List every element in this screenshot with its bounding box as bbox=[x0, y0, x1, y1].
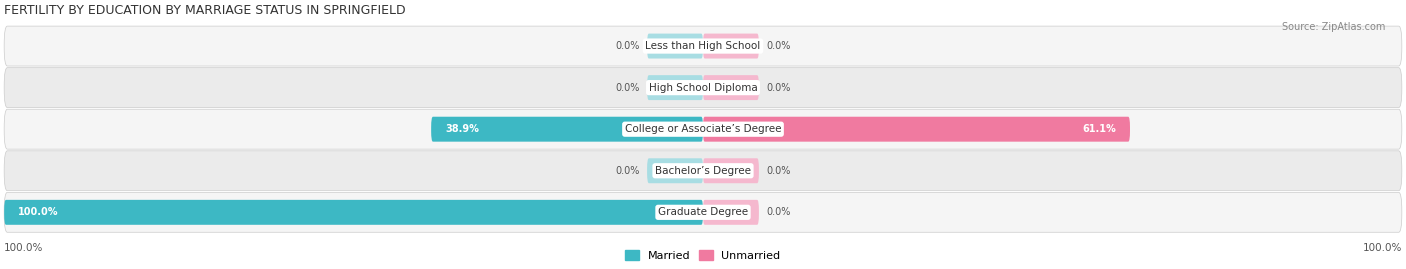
FancyBboxPatch shape bbox=[703, 200, 759, 225]
FancyBboxPatch shape bbox=[703, 75, 759, 100]
Text: Graduate Degree: Graduate Degree bbox=[658, 207, 748, 217]
FancyBboxPatch shape bbox=[4, 151, 1402, 191]
Text: 100.0%: 100.0% bbox=[4, 243, 44, 253]
Text: 0.0%: 0.0% bbox=[766, 83, 790, 93]
Text: College or Associate’s Degree: College or Associate’s Degree bbox=[624, 124, 782, 134]
FancyBboxPatch shape bbox=[432, 117, 703, 142]
Text: 0.0%: 0.0% bbox=[616, 41, 640, 51]
FancyBboxPatch shape bbox=[703, 34, 759, 59]
Text: 100.0%: 100.0% bbox=[18, 207, 59, 217]
FancyBboxPatch shape bbox=[647, 34, 703, 59]
FancyBboxPatch shape bbox=[4, 192, 1402, 232]
Legend: Married, Unmarried: Married, Unmarried bbox=[621, 245, 785, 265]
Text: 0.0%: 0.0% bbox=[616, 83, 640, 93]
Text: High School Diploma: High School Diploma bbox=[648, 83, 758, 93]
Text: 0.0%: 0.0% bbox=[766, 207, 790, 217]
Text: 61.1%: 61.1% bbox=[1083, 124, 1116, 134]
FancyBboxPatch shape bbox=[4, 68, 1402, 108]
FancyBboxPatch shape bbox=[4, 200, 703, 225]
Text: FERTILITY BY EDUCATION BY MARRIAGE STATUS IN SPRINGFIELD: FERTILITY BY EDUCATION BY MARRIAGE STATU… bbox=[4, 4, 406, 17]
Text: Bachelor’s Degree: Bachelor’s Degree bbox=[655, 166, 751, 176]
Text: Source: ZipAtlas.com: Source: ZipAtlas.com bbox=[1281, 22, 1385, 31]
FancyBboxPatch shape bbox=[4, 26, 1402, 66]
FancyBboxPatch shape bbox=[703, 117, 1130, 142]
Text: 100.0%: 100.0% bbox=[1362, 243, 1402, 253]
FancyBboxPatch shape bbox=[647, 75, 703, 100]
FancyBboxPatch shape bbox=[647, 158, 703, 183]
FancyBboxPatch shape bbox=[703, 158, 759, 183]
Text: Less than High School: Less than High School bbox=[645, 41, 761, 51]
FancyBboxPatch shape bbox=[4, 109, 1402, 149]
Text: 0.0%: 0.0% bbox=[766, 41, 790, 51]
Text: 38.9%: 38.9% bbox=[446, 124, 479, 134]
Text: 0.0%: 0.0% bbox=[766, 166, 790, 176]
Text: 0.0%: 0.0% bbox=[616, 166, 640, 176]
